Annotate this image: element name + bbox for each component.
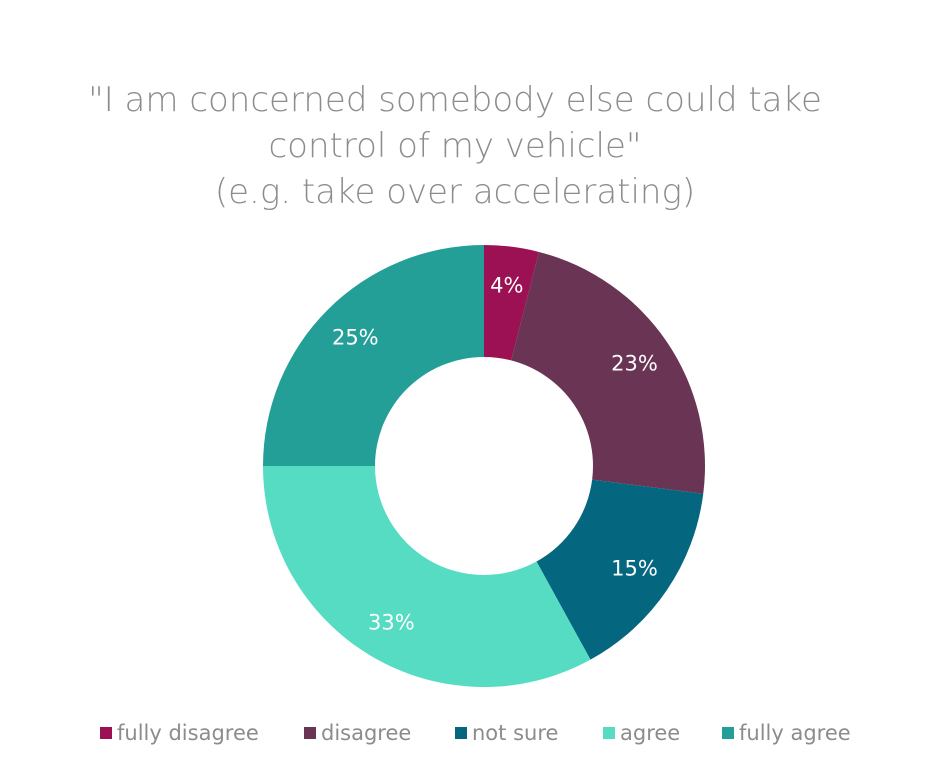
legend-swatch-not-sure (455, 727, 467, 739)
legend-label-not-sure: not sure (472, 721, 558, 745)
donut-slices (263, 245, 705, 687)
legend: fully disagree disagree not sure agree fully… (100, 721, 851, 745)
data-label-fully-disagree: 4% (490, 273, 523, 297)
legend-label-agree: agree (620, 721, 680, 745)
slice-fully-disagree (484, 245, 539, 361)
data-label-fully-agree: 25% (332, 325, 379, 349)
slice-agree (263, 466, 591, 687)
legend-label-fully-agree: fully agree (739, 721, 851, 745)
legend-swatch-fully-disagree (100, 727, 112, 739)
data-label-agree: 33% (368, 611, 415, 635)
slice-not-sure (536, 479, 704, 660)
slice-fully-agree (263, 245, 484, 466)
legend-item-fully-disagree: fully disagree (100, 721, 259, 745)
data-label-disagree: 23% (611, 352, 658, 376)
data-labels: 4% 23% 15% 33% 25% (332, 273, 658, 634)
legend-swatch-fully-agree (722, 727, 734, 739)
legend-item-not-sure: not sure (455, 721, 558, 745)
chart-title-line-3: (e.g. take over accelerating) (215, 172, 695, 212)
legend-swatch-agree (603, 727, 615, 739)
legend-label-disagree: disagree (321, 721, 411, 745)
legend-swatch-disagree (304, 727, 316, 739)
data-label-not-sure: 15% (611, 556, 658, 580)
legend-item-fully-agree: fully agree (722, 721, 851, 745)
legend-label-fully-disagree: fully disagree (117, 721, 259, 745)
legend-item-disagree: disagree (304, 721, 411, 745)
slice-disagree (511, 251, 705, 494)
legend-item-agree: agree (603, 721, 680, 745)
chart-title: "I am concerned somebody else could take… (88, 80, 822, 212)
chart-title-line-1: "I am concerned somebody else could take (88, 80, 822, 120)
chart-title-line-2: control of my vehicle" (268, 126, 641, 166)
